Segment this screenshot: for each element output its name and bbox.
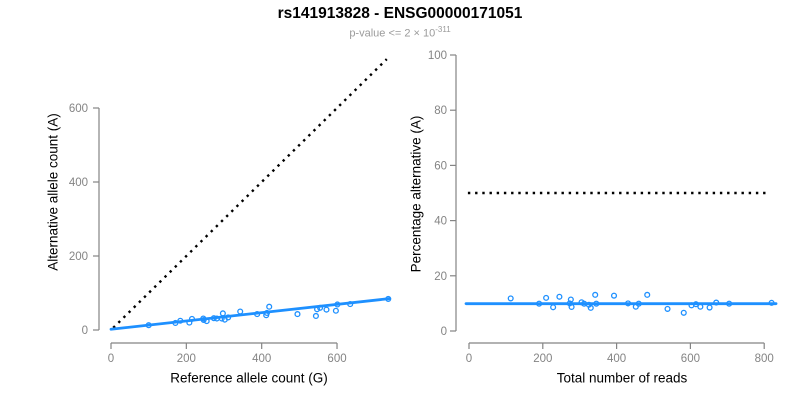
left-y-tick-label: 400	[69, 177, 88, 189]
right-data-point	[587, 304, 594, 311]
right-data-point	[507, 295, 514, 302]
left-data-point	[254, 311, 261, 318]
right-data-point	[550, 304, 557, 311]
right-data-point	[593, 300, 600, 307]
identity-line	[112, 58, 388, 329]
regression-line	[109, 297, 392, 331]
right-y-tick-label: 40	[434, 216, 447, 228]
right-data-point	[624, 300, 632, 307]
right-data-point	[644, 291, 651, 298]
right-data-point	[706, 304, 713, 311]
right-x-tick-label: 800	[755, 353, 774, 365]
right-data-point	[726, 300, 733, 307]
left-data-point	[385, 295, 392, 302]
left-data-point	[172, 319, 179, 327]
right-data-point	[697, 303, 704, 310]
left-y-tick-label: 200	[69, 251, 88, 263]
right-data-point	[568, 303, 575, 311]
left-data-point	[219, 310, 226, 317]
left-data-point	[312, 312, 319, 319]
left-x-tick-label: 0	[108, 353, 114, 365]
right-y-tick-label: 80	[434, 105, 447, 117]
right-data-point	[610, 292, 618, 299]
right-data-point	[556, 293, 563, 300]
right-x-tick-label: 0	[466, 353, 472, 365]
left-x-tick-label: 400	[252, 353, 271, 365]
left-xaxis-title: Reference allele count (G)	[170, 370, 328, 386]
left-data-point	[263, 309, 271, 317]
right-y-tick-label: 100	[428, 50, 447, 62]
right-x-tick-label: 200	[533, 353, 552, 365]
left-data-point	[188, 315, 196, 322]
left-data-point	[210, 315, 217, 322]
left-data-point	[266, 303, 273, 310]
left-data-point	[203, 318, 210, 325]
right-data-point	[713, 299, 720, 306]
left-data-point	[225, 314, 232, 321]
pvalue-exponent: -311	[435, 25, 451, 34]
right-x-tick-label: 400	[607, 353, 626, 365]
left-data-point	[314, 306, 321, 313]
right-data-point	[692, 301, 699, 308]
left-x-tick-label: 600	[327, 353, 346, 365]
left-y-tick-label: 0	[82, 325, 88, 337]
pvalue-text: p-value <= 2 × 10	[349, 27, 436, 40]
left-data-point	[347, 301, 354, 308]
plot-subtitle: p-value <= 2 × 10-311	[0, 25, 800, 40]
left-yaxis-title: Alternative allele count (A)	[45, 113, 61, 271]
left-y-tick-label: 600	[69, 103, 88, 115]
left-data-point	[237, 308, 244, 315]
left-x-tick-label: 200	[177, 353, 196, 365]
right-data-point	[567, 296, 574, 303]
right-data-point	[664, 305, 671, 312]
right-data-point	[543, 294, 550, 301]
right-data-point	[635, 300, 642, 307]
right-data-point	[592, 291, 599, 298]
left-data-point	[145, 322, 152, 329]
left-data-point	[323, 306, 330, 313]
left-data-point	[177, 317, 184, 324]
plot-title: rs141913828 - ENSG00000171051	[277, 5, 523, 22]
right-yaxis-title: Percentage alternative (A)	[408, 115, 424, 273]
right-x-tick-label: 600	[681, 353, 700, 365]
right-y-tick-label: 60	[434, 160, 447, 172]
left-data-point	[332, 307, 339, 314]
left-data-point	[334, 301, 341, 308]
right-xaxis-title: Total number of reads	[556, 370, 688, 386]
right-data-point	[536, 300, 543, 307]
right-data-point	[680, 309, 687, 316]
right-y-tick-label: 20	[434, 271, 447, 283]
right-y-tick-label: 0	[441, 326, 447, 338]
right-data-point	[768, 299, 775, 306]
left-data-point	[294, 311, 301, 318]
left-data-point	[317, 304, 324, 311]
